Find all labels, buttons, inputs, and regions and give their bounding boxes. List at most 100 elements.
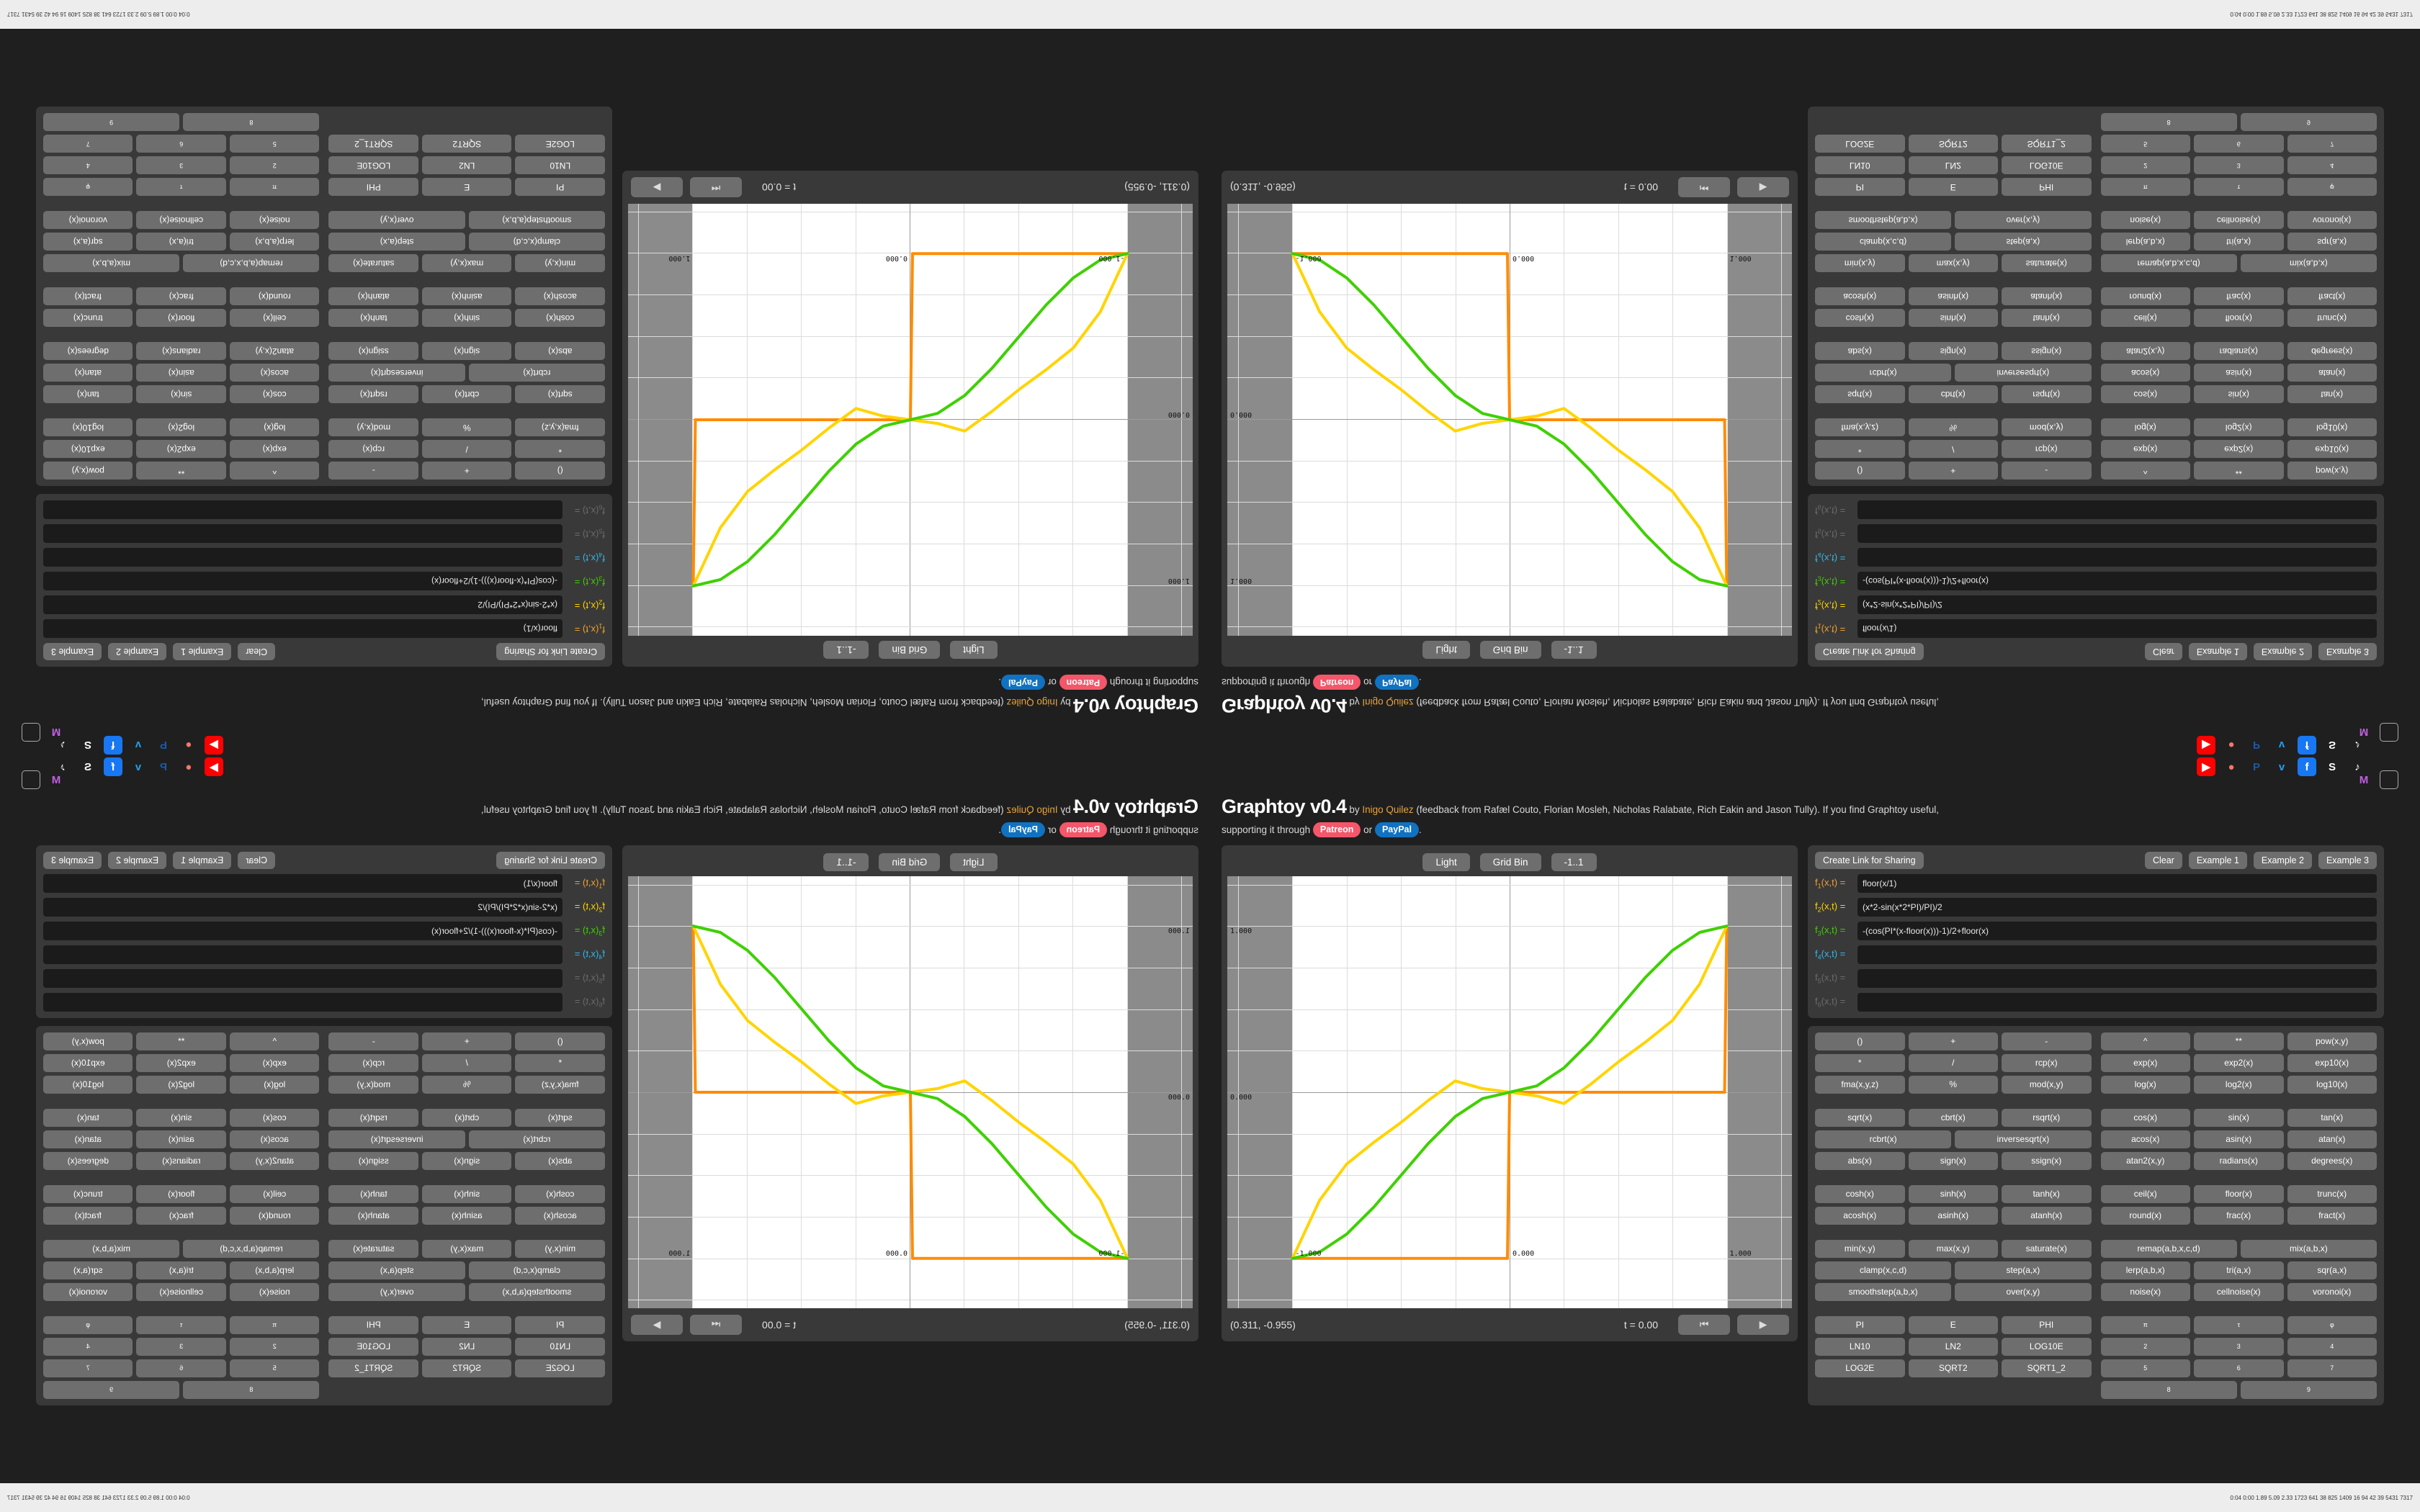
function-button-6[interactable]: 6 [2194, 135, 2284, 153]
graph-canvas[interactable]: 1.000 0.000 -1.000 0.000 1.000 [628, 204, 1193, 636]
formula-input-1[interactable] [43, 619, 563, 639]
function-button-atanhx[interactable]: atanh(x) [328, 287, 418, 306]
function-button-[interactable]: φ [2287, 178, 2377, 197]
function-button-noisex[interactable]: noise(x) [230, 1282, 320, 1301]
function-button-truncx[interactable]: trunc(x) [43, 1184, 133, 1203]
function-button-radiansx[interactable]: radians(x) [136, 342, 226, 361]
function-button-sqrax[interactable]: sqr(a,x) [2287, 1261, 2377, 1279]
function-button-LOG10E[interactable]: LOG10E [328, 1337, 418, 1356]
function-button-overxy[interactable]: over(x,y) [1955, 1282, 2092, 1301]
shadertoy-icon[interactable]: S [84, 739, 92, 752]
function-button-asinhx[interactable]: asinh(x) [422, 1206, 512, 1225]
function-button-logx[interactable]: log(x) [2100, 418, 2190, 437]
function-button-fractx[interactable]: fract(x) [2287, 287, 2377, 306]
function-button-remapabxcd[interactable]: remap(a,b,x,c,d) [2100, 1239, 2237, 1258]
function-button-[interactable]: ** [2194, 1032, 2284, 1050]
function-button-radiansx[interactable]: radians(x) [2194, 1151, 2284, 1170]
formula-input-6[interactable] [43, 992, 563, 1012]
formula-input-5[interactable] [43, 524, 563, 544]
function-button-signx[interactable]: sign(x) [422, 1151, 512, 1170]
function-button-signx[interactable]: sign(x) [422, 342, 512, 361]
paypal-icon[interactable]: P [2252, 739, 2260, 752]
shadertoy-icon[interactable]: S [84, 760, 92, 773]
function-button-roundx[interactable]: round(x) [2100, 287, 2190, 306]
function-button-asinhx[interactable]: asinh(x) [422, 287, 512, 306]
function-button-modxy[interactable]: mod(x,y) [328, 1075, 418, 1094]
example2-button[interactable]: Example 2 [2253, 851, 2312, 869]
function-button-cbrtx[interactable]: cbrt(x) [1908, 385, 1998, 404]
function-button-acosx[interactable]: acos(x) [230, 364, 320, 382]
function-button-maxxy[interactable]: max(x,y) [422, 254, 512, 273]
range-button[interactable]: -1..1 [823, 641, 869, 660]
function-button-lerpabx[interactable]: lerp(a,b,x) [2100, 1261, 2190, 1279]
function-button-coshx[interactable]: cosh(x) [515, 1184, 605, 1203]
function-button-LOG2E[interactable]: LOG2E [515, 1359, 605, 1377]
function-button-LOG2E[interactable]: LOG2E [1815, 1359, 1905, 1377]
function-button-[interactable]: ** [136, 462, 226, 480]
function-button-overxy[interactable]: over(x,y) [1955, 211, 2092, 230]
function-button-log2x[interactable]: log2(x) [2194, 1075, 2284, 1094]
function-button-2[interactable]: 2 [2100, 156, 2190, 175]
function-button-[interactable]: % [422, 418, 512, 437]
function-button-sinhx[interactable]: sinh(x) [1908, 309, 1998, 328]
play-button[interactable]: ▶ [1737, 177, 1789, 198]
function-button-cosx[interactable]: cos(x) [230, 1108, 320, 1127]
graph-canvas[interactable]: 1.000 0.000 -1.000 0.000 1.000 [1227, 204, 1792, 636]
function-button-2[interactable]: 2 [230, 1337, 320, 1356]
function-button-cbrtx[interactable]: cbrt(x) [422, 1108, 512, 1127]
function-button-[interactable]: ^ [2100, 462, 2190, 480]
patreon-icon[interactable]: ● [185, 760, 192, 773]
function-button-rcbrtx[interactable]: rcbrt(x) [468, 364, 605, 382]
function-button-voronoix[interactable]: voronoi(x) [43, 1282, 133, 1301]
facebook-icon[interactable]: f [104, 757, 122, 776]
function-button-3[interactable]: 3 [136, 1337, 226, 1356]
function-button-exp2x[interactable]: exp2(x) [2194, 440, 2284, 459]
function-button-LOG10E[interactable]: LOG10E [2002, 1337, 2092, 1356]
function-button-voronoix[interactable]: voronoi(x) [43, 211, 133, 230]
formula-input-2[interactable] [43, 595, 563, 615]
paypal-button[interactable]: PayPal [1001, 822, 1046, 838]
formula-input-6[interactable] [1857, 500, 2377, 520]
function-button-sinhx[interactable]: sinh(x) [422, 309, 512, 328]
function-button-logx[interactable]: log(x) [2100, 1075, 2190, 1094]
taskbar-items[interactable]: 0:04 0:00 1.89 5.09 2.33 1723 641 38 825… [0, 0, 1210, 29]
function-button-roundx[interactable]: round(x) [230, 1206, 320, 1225]
function-button-lerpabx[interactable]: lerp(a,b,x) [2100, 233, 2190, 251]
function-button-ceilx[interactable]: ceil(x) [230, 309, 320, 328]
function-button-[interactable]: () [515, 462, 605, 480]
patreon-button[interactable]: Patreon [1059, 822, 1108, 838]
function-button-ssignx[interactable]: ssign(x) [328, 1151, 418, 1170]
function-button-[interactable]: φ [2287, 1315, 2377, 1334]
function-button-[interactable]: π [2100, 1315, 2190, 1334]
function-button-[interactable]: / [422, 1053, 512, 1072]
function-button-voronoix[interactable]: voronoi(x) [2287, 211, 2377, 230]
function-button-minxy[interactable]: min(x,y) [515, 254, 605, 273]
facebook-icon[interactable]: f [104, 736, 122, 755]
taskbar-items[interactable]: 0:04 0:00 1.89 5.09 2.33 1723 641 38 825… [0, 1483, 1210, 1512]
function-button-E[interactable]: E [1908, 1315, 1998, 1334]
function-button-exp2x[interactable]: exp2(x) [136, 440, 226, 459]
function-button-maxxy[interactable]: max(x,y) [422, 1239, 512, 1258]
function-button-inversesqrtx[interactable]: inversesqrt(x) [328, 1130, 465, 1148]
play-button[interactable]: ▶ [631, 1314, 683, 1335]
theme-button[interactable]: Light [950, 641, 998, 660]
function-button-[interactable]: φ [43, 178, 133, 197]
theme-button[interactable]: Light [1422, 641, 1470, 660]
function-button-signx[interactable]: sign(x) [1908, 342, 1998, 361]
function-button-acosx[interactable]: acos(x) [2100, 364, 2190, 382]
function-button-logx[interactable]: log(x) [230, 418, 320, 437]
example2-button[interactable]: Example 2 [108, 851, 167, 869]
function-button-SQRT2[interactable]: SQRT2 [422, 1359, 512, 1377]
formula-input-6[interactable] [43, 500, 563, 520]
theme-button[interactable]: Light [1422, 852, 1470, 871]
placeholder-icon[interactable] [2380, 770, 2398, 789]
function-button-9[interactable]: 9 [43, 1380, 180, 1399]
function-button-[interactable]: / [422, 440, 512, 459]
paypal-button[interactable]: PayPal [1001, 674, 1046, 690]
function-button-[interactable]: φ [43, 1315, 133, 1334]
function-button-noisex[interactable]: noise(x) [2100, 211, 2190, 230]
function-button-rsqrtx[interactable]: rsqrt(x) [328, 1108, 418, 1127]
function-button-modxy[interactable]: mod(x,y) [2002, 418, 2092, 437]
function-button-sinx[interactable]: sin(x) [2194, 1108, 2284, 1127]
function-button-truncx[interactable]: trunc(x) [2287, 1184, 2377, 1203]
